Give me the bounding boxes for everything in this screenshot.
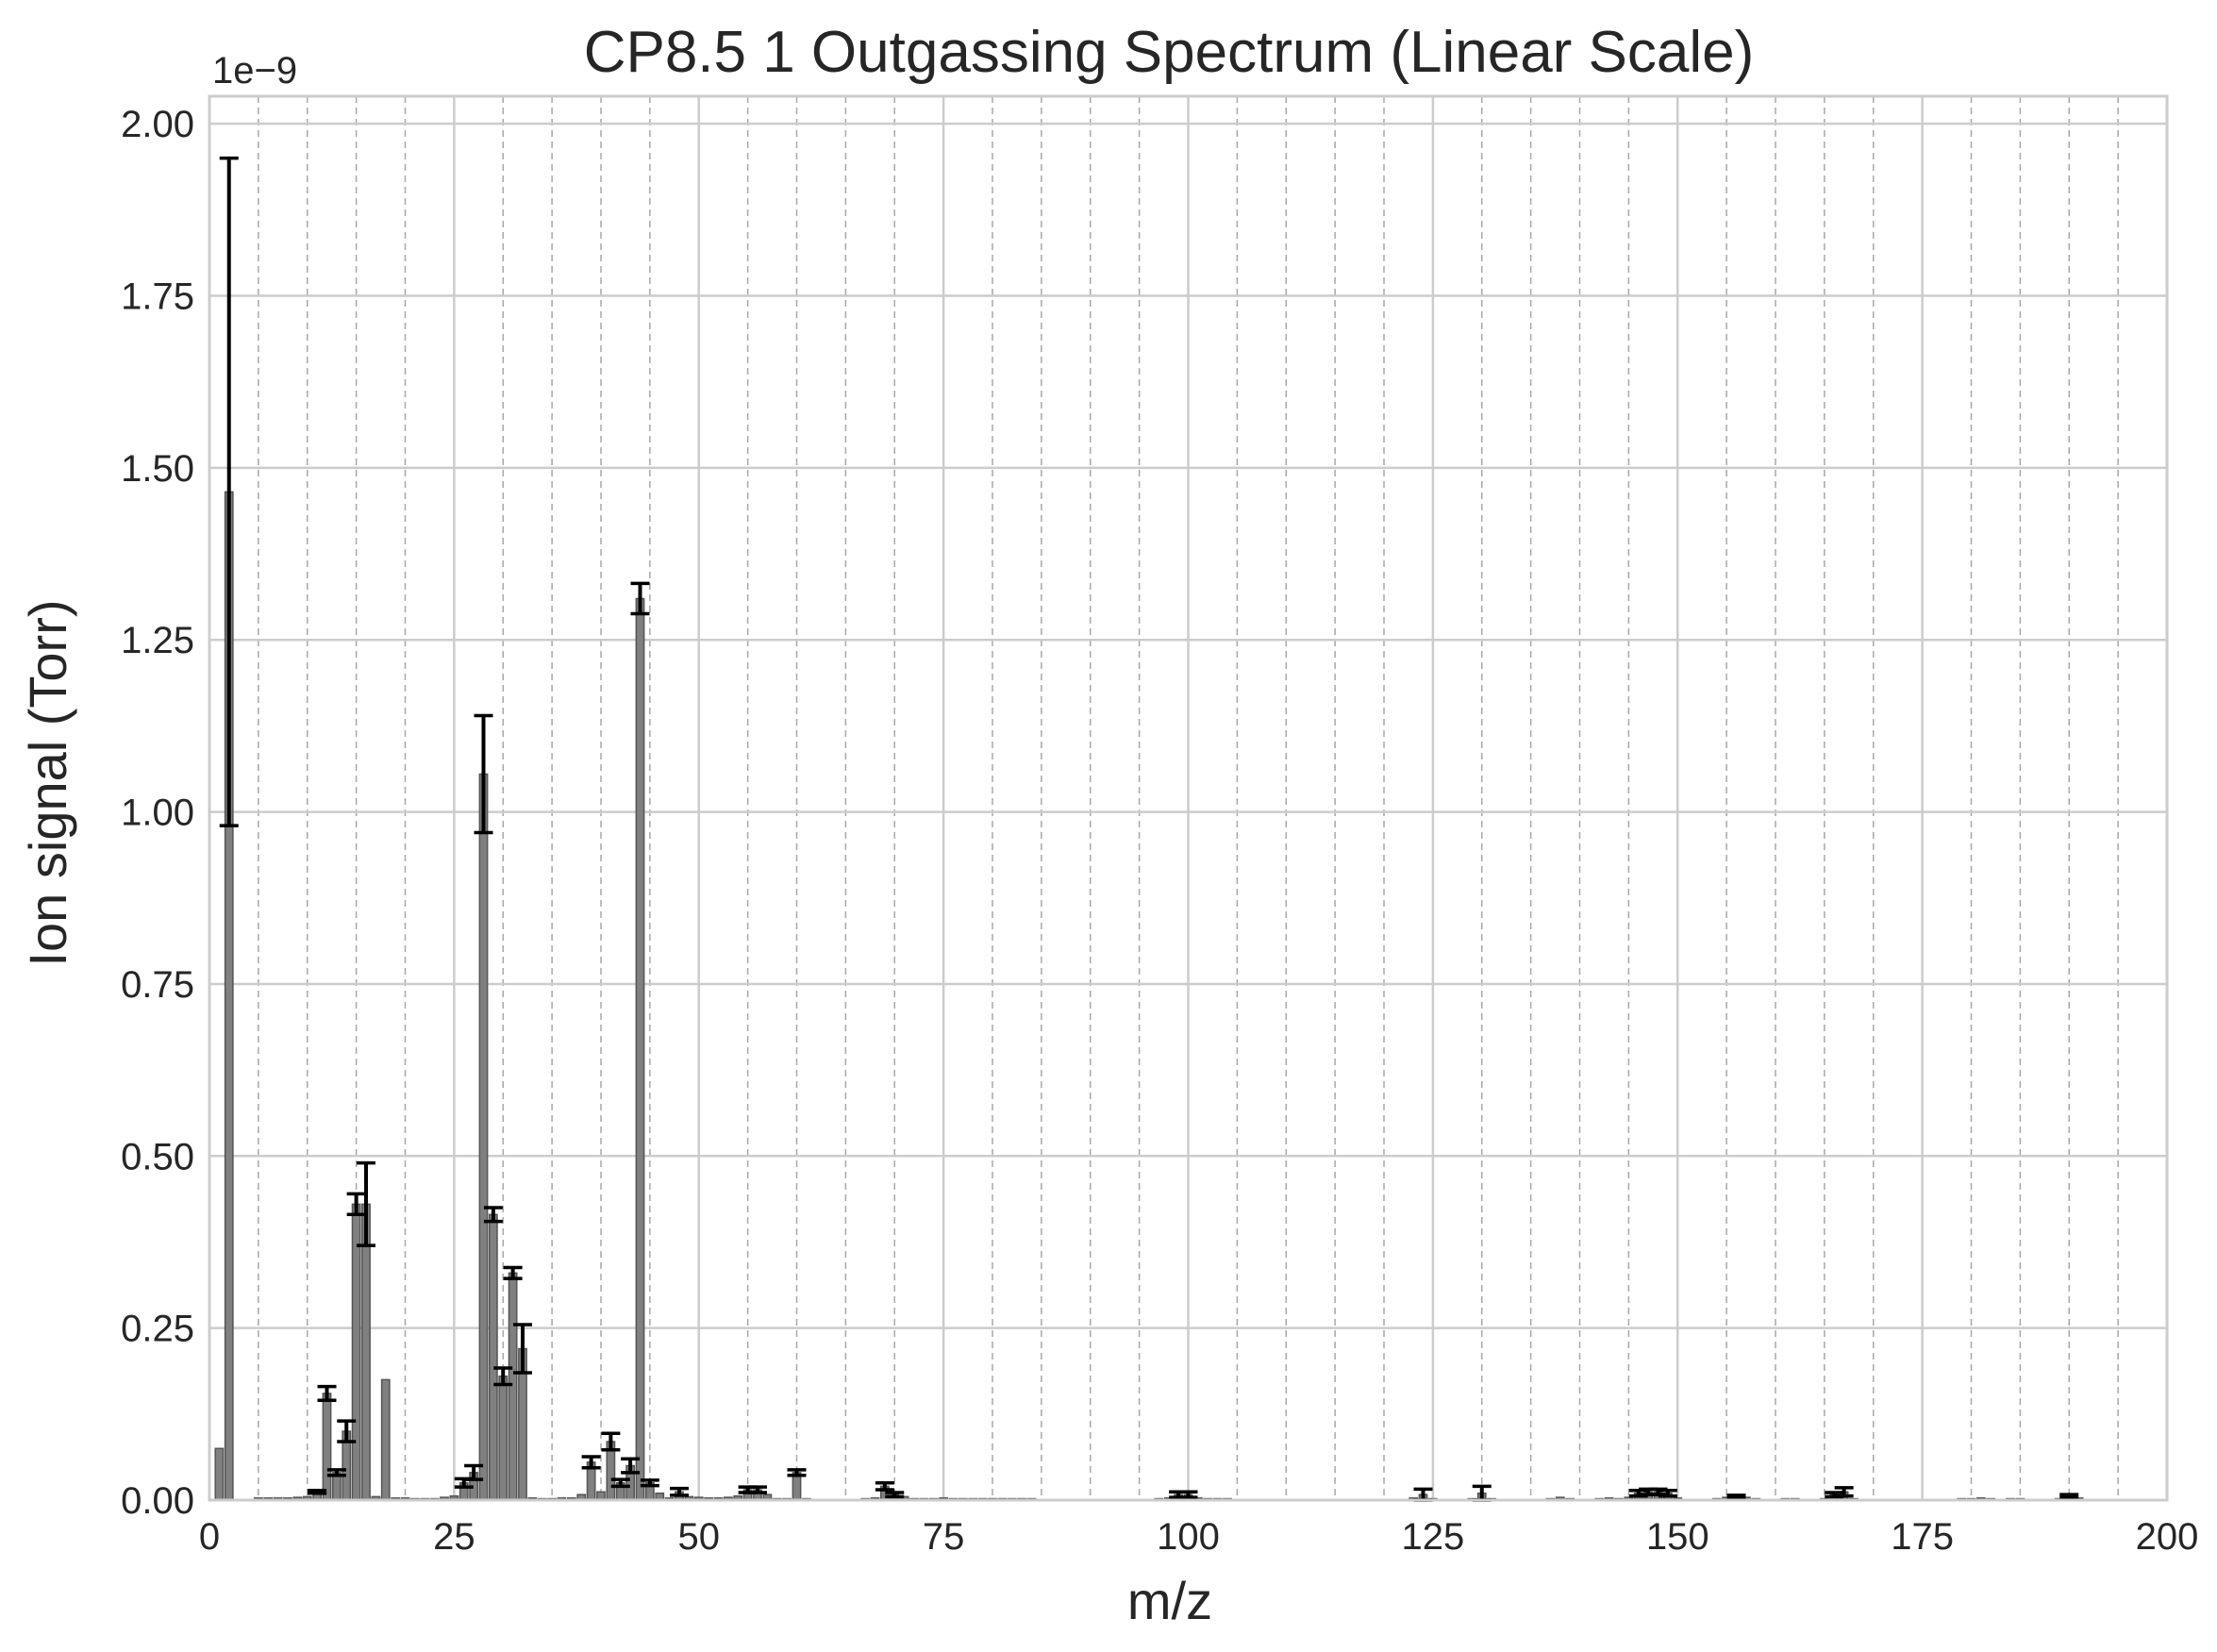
y-tick-label: 1.25	[121, 620, 194, 661]
x-tick-label: 100	[1157, 1516, 1220, 1558]
errorbar-mz-11	[308, 1489, 327, 1495]
errorbar-mz-27	[464, 1463, 484, 1481]
errorbar-mz-45	[640, 1478, 659, 1488]
y-axis-label: Ion signal (Torr)	[18, 599, 77, 966]
errorbar-mz-149	[1658, 1489, 1677, 1498]
errorbar-mz-12	[317, 1384, 337, 1402]
errorbar-mz-28	[474, 713, 493, 835]
bar-mz-12	[322, 1393, 332, 1501]
x-axis-label: m/z	[1127, 1571, 1212, 1630]
bar-mz-15	[351, 1203, 361, 1501]
errorbar-mz-29	[483, 1206, 503, 1224]
x-tick-label: 75	[923, 1516, 965, 1558]
bar-mz-44	[635, 597, 645, 1501]
x-tick-label: 200	[2136, 1516, 2199, 1558]
errorbar-mz-167	[1834, 1486, 1854, 1498]
errorbar-mz-44	[630, 581, 650, 616]
x-tick-label: 0	[199, 1516, 220, 1558]
bar-mz-16	[361, 1203, 371, 1501]
bar-mz-30	[498, 1375, 508, 1501]
errorbar-mz-48	[670, 1486, 689, 1497]
errorbar-mz-16	[357, 1160, 375, 1247]
errorbar-mz-13	[326, 1468, 346, 1477]
errorbars-layer	[219, 156, 2079, 1502]
bar-mz-31	[508, 1272, 518, 1501]
errorbar-mz-100	[1178, 1490, 1198, 1499]
errorbar-mz-14	[337, 1419, 357, 1443]
x-tick-label: 175	[1891, 1516, 1954, 1558]
y-tick-label: 0.25	[121, 1309, 194, 1350]
x-tick-label: 150	[1646, 1516, 1709, 1558]
errorbar-mz-39	[581, 1455, 601, 1470]
errorbar-mz-56	[748, 1485, 767, 1494]
errorbar-mz-15	[346, 1192, 366, 1217]
y-tick-label: 1.75	[121, 276, 194, 318]
errorbar-mz-70	[885, 1491, 905, 1499]
errorbar-mz-156	[1726, 1493, 1746, 1500]
x-tick-label: 125	[1402, 1516, 1465, 1558]
y-tick-label: 2.00	[121, 104, 194, 145]
y-tick-labels: 0.00 0.25 0.50 0.75 1.00 1.25 1.50 1.75 2.00	[121, 104, 194, 1522]
bar-mz-1	[214, 1447, 225, 1501]
errorbar-mz-41	[601, 1431, 621, 1452]
x-tick-labels: 0 25 50 75 100 125 150 175 200	[199, 1516, 2199, 1558]
x-tick-label: 50	[678, 1516, 721, 1558]
errorbar-mz-31	[503, 1265, 523, 1280]
errorbar-mz-60	[787, 1468, 807, 1477]
bar-mz-29	[488, 1213, 498, 1501]
errorbar-mz-190	[2059, 1493, 2079, 1499]
errorbar-mz-30	[493, 1366, 513, 1387]
y-tick-label: 0.75	[121, 964, 194, 1006]
chart-title: CP8.5 1 Outgassing Spectrum (Linear Scal…	[584, 20, 1755, 85]
errorbar-mz-2	[219, 156, 239, 827]
y-tick-label: 0.50	[121, 1136, 194, 1177]
minor-gridlines	[258, 96, 2119, 1500]
y-tick-label: 1.00	[121, 793, 194, 834]
y-axis-offset-label: 1e−9	[212, 50, 297, 92]
plot-frame	[208, 94, 2169, 1502]
y-tick-label: 1.50	[121, 448, 194, 490]
bar-mz-28	[478, 773, 489, 1501]
errorbar-mz-32	[513, 1323, 532, 1375]
errorbar-mz-69	[875, 1481, 894, 1492]
y-tick-label: 0.00	[121, 1480, 194, 1522]
errorbar-mz-42	[610, 1477, 630, 1489]
x-tick-label: 25	[433, 1516, 475, 1558]
errorbar-mz-43	[621, 1457, 641, 1475]
bar-mz-18	[380, 1378, 391, 1501]
